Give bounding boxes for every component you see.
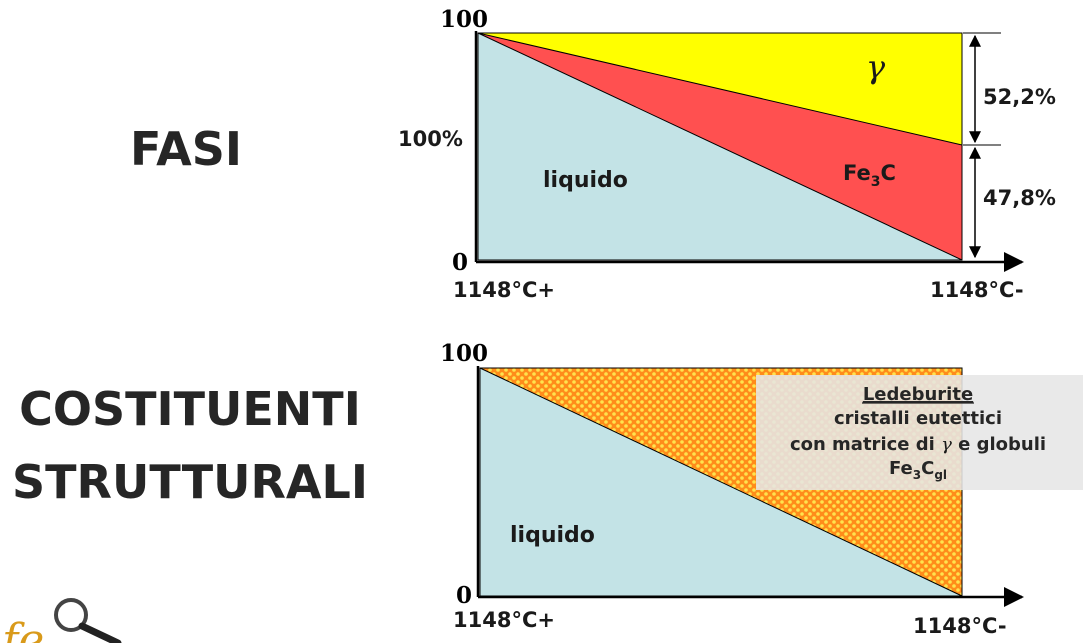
- label-strutturali: STRUTTURALI: [12, 455, 368, 509]
- top-y-label-0: 0: [452, 249, 468, 276]
- gamma-boundary-line: [477, 32, 963, 146]
- ledeburite-callout: [756, 375, 1083, 490]
- liquid-boundary-line: [477, 32, 963, 261]
- liquid-label-top: liquido: [543, 168, 628, 193]
- bottom-x-label-left: 1148°C+: [453, 608, 555, 632]
- bottom-boundary-line: [479, 367, 963, 597]
- bottom-y-label-100: 100: [440, 340, 488, 367]
- label-costituenti: COSTITUENTI: [19, 382, 361, 436]
- fe-logo: fe: [0, 598, 122, 643]
- logo-text: fe: [0, 615, 44, 643]
- ledeburite-line3: con matrice di γ e globuli: [790, 434, 1046, 455]
- pct-fe3c-label: 47,8%: [983, 186, 1056, 210]
- ledeburite-title: Ledeburite: [863, 384, 973, 405]
- top-y-label-100pct: 100%: [398, 127, 463, 151]
- ledeburite-line2: cristalli eutettici: [834, 408, 1002, 429]
- top-phase-diagram: 100 100% 0 1148°C+ 1148°C- γ Fe3C liquid…: [398, 6, 1056, 302]
- magnifier-icon: [54, 598, 88, 632]
- top-y-label-100: 100: [440, 6, 488, 33]
- top-x-label-left: 1148°C+: [453, 278, 555, 302]
- bottom-x-label-right: 1148°C-: [913, 614, 1007, 638]
- top-x-label-right: 1148°C-: [930, 278, 1024, 302]
- fe3c-label: Fe3C: [843, 161, 896, 190]
- gamma-label: γ: [866, 48, 886, 86]
- top-frame: [477, 32, 963, 261]
- ledeburite-line4: Fe3Cgl: [889, 458, 947, 482]
- bottom-structure-diagram: 100 0 1148°C+ 1148°C- liquido Ledeburite…: [440, 340, 1083, 638]
- liquid-label-bottom: liquido: [510, 523, 595, 548]
- magnifier-handle-icon: [78, 622, 122, 643]
- label-fasi: FASI: [130, 122, 242, 176]
- pct-gamma-label: 52,2%: [983, 85, 1056, 109]
- bottom-y-label-0: 0: [456, 582, 472, 609]
